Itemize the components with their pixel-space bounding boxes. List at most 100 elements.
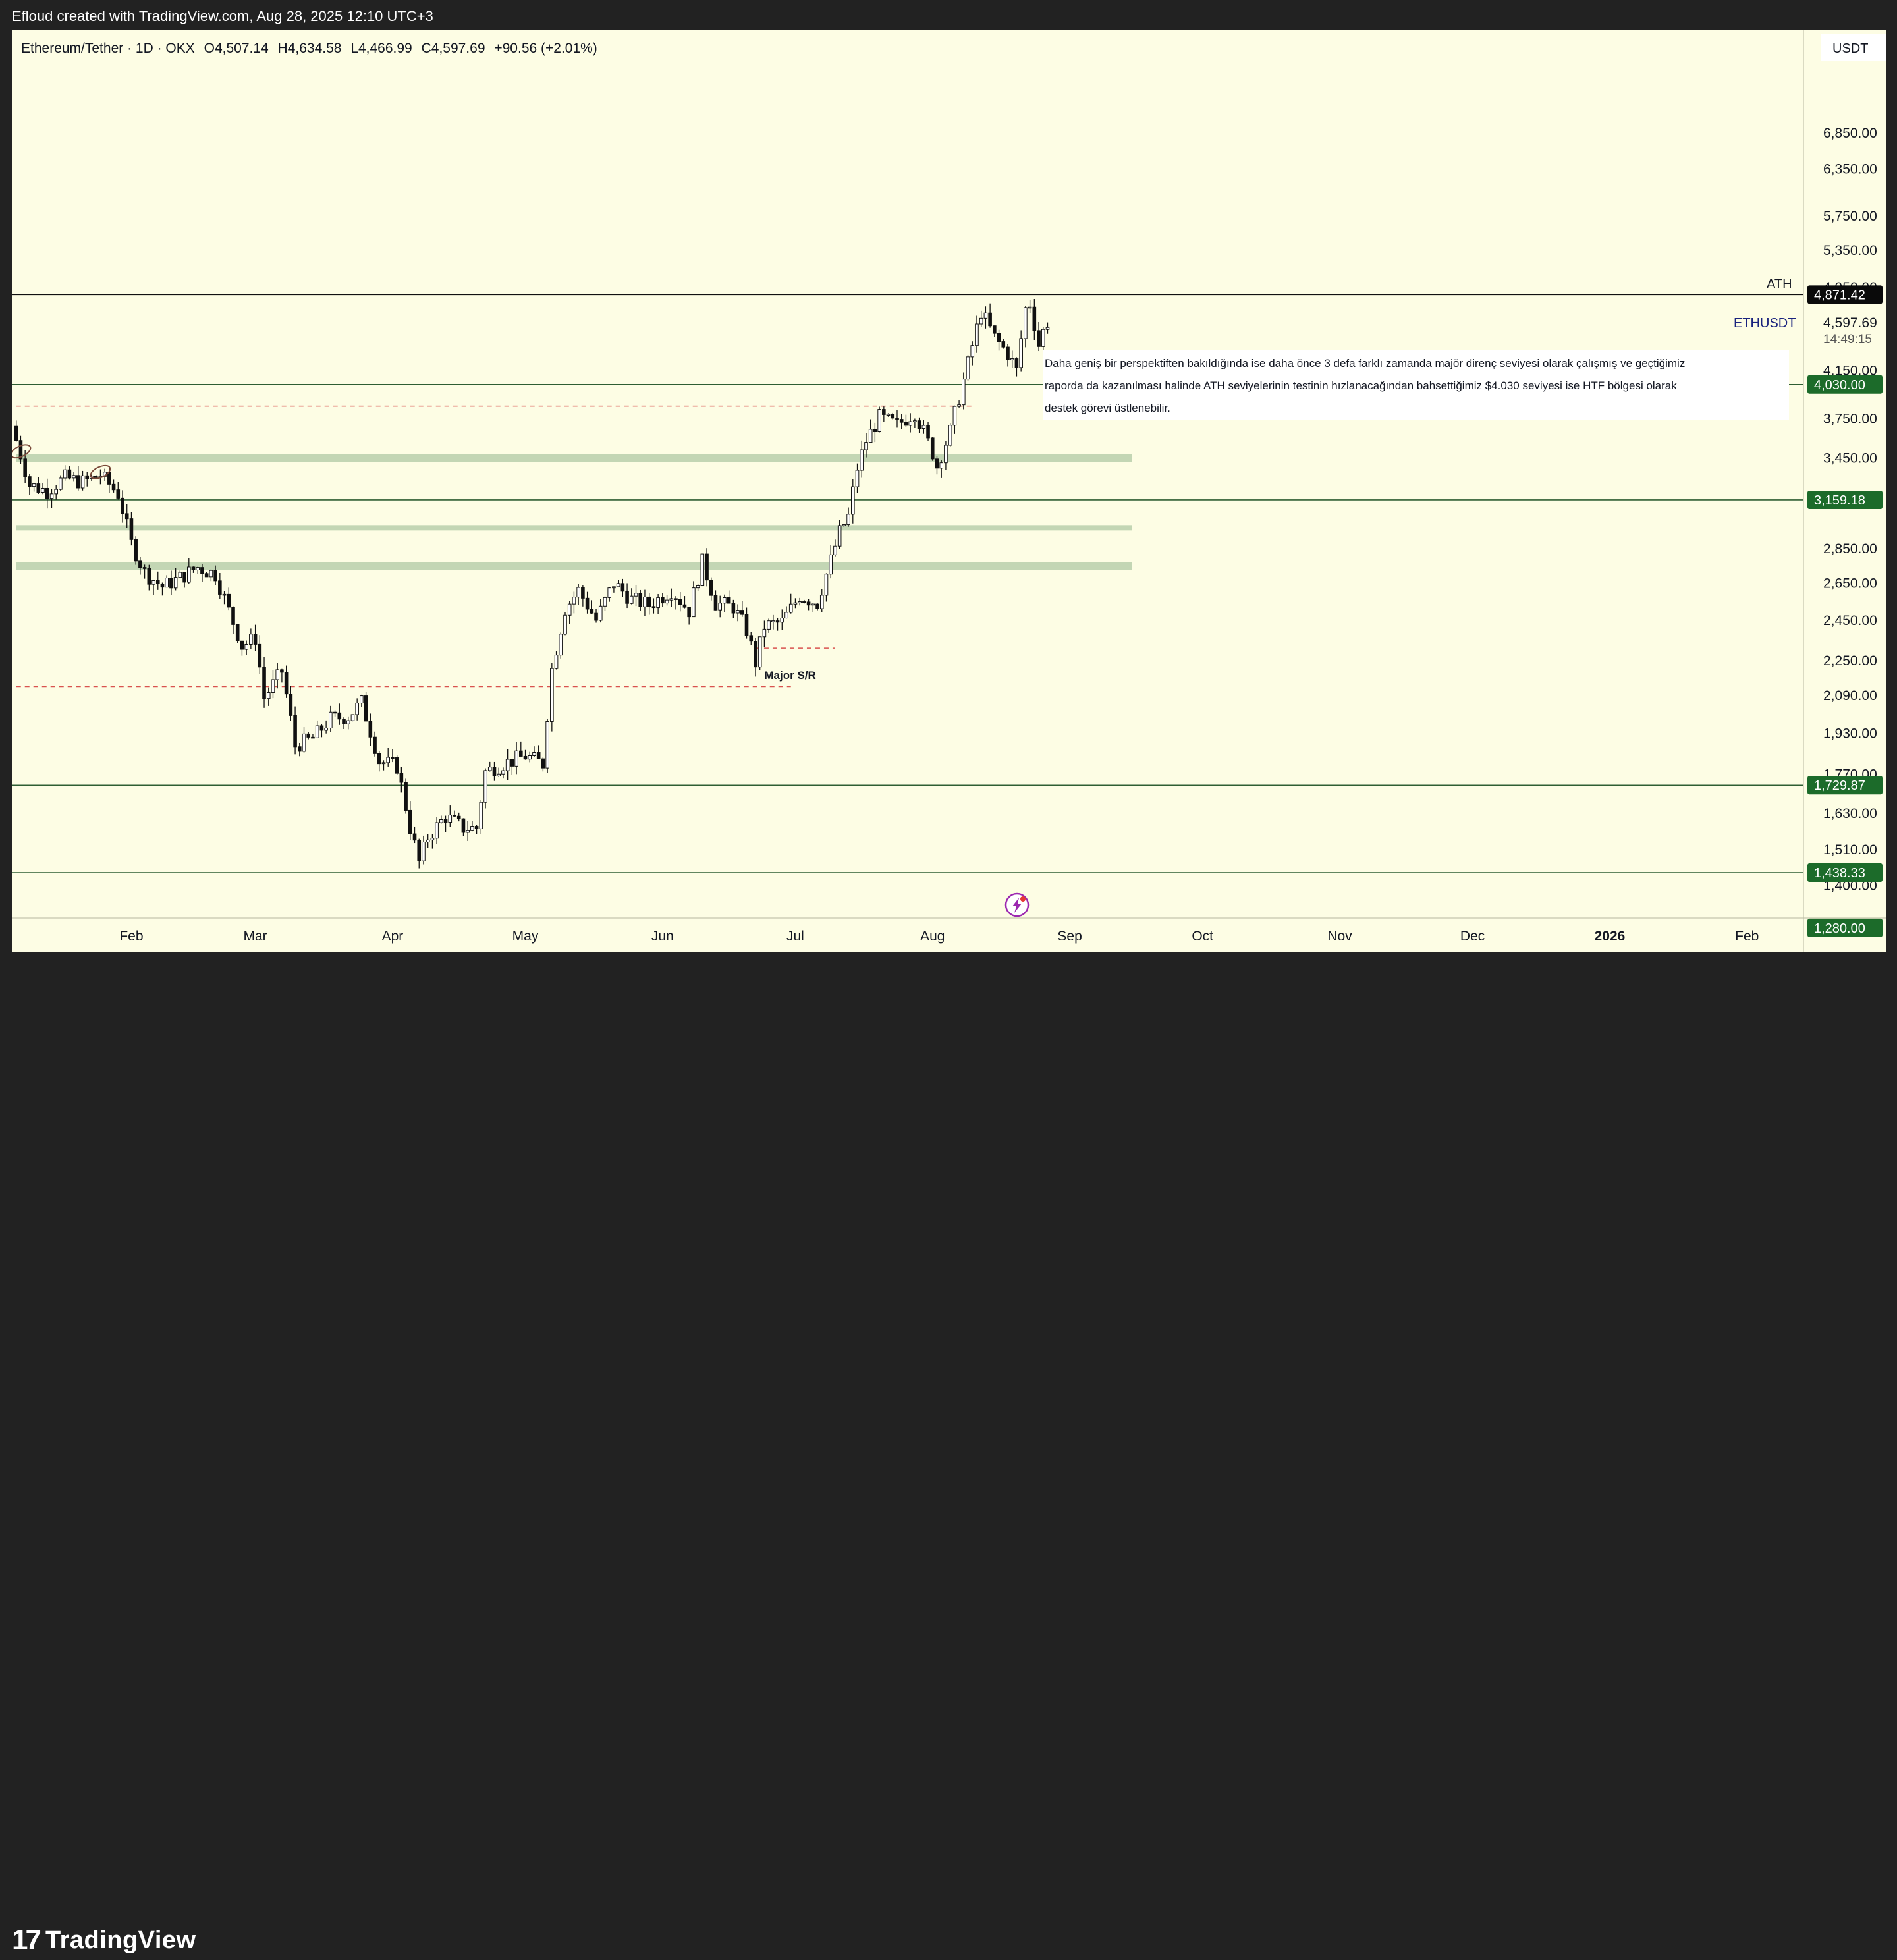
candle-body[interactable] <box>802 601 806 603</box>
candle-body[interactable] <box>235 624 240 641</box>
candle-body[interactable] <box>519 750 523 757</box>
support-zone[interactable] <box>16 525 1132 531</box>
candle-body[interactable] <box>651 606 656 609</box>
candle-body[interactable] <box>873 429 877 433</box>
candle-body[interactable] <box>554 655 559 669</box>
candle-body[interactable] <box>638 593 643 607</box>
candle-body[interactable] <box>966 356 970 380</box>
candle-body[interactable] <box>1019 338 1023 368</box>
candle-body[interactable] <box>72 475 76 479</box>
candle-body[interactable] <box>155 580 160 584</box>
candle-body[interactable] <box>1041 329 1045 347</box>
candle-body[interactable] <box>567 603 572 616</box>
candle-body[interactable] <box>908 421 912 426</box>
candle-body[interactable] <box>815 603 819 609</box>
candle-body[interactable] <box>510 759 514 767</box>
currency-box[interactable] <box>1821 34 1886 61</box>
candle-body[interactable] <box>364 695 368 722</box>
candle-body[interactable] <box>63 469 67 479</box>
candle-body[interactable] <box>41 487 45 493</box>
candle-body[interactable] <box>868 429 873 443</box>
candle-body[interactable] <box>293 715 297 748</box>
candle-body[interactable] <box>811 603 815 606</box>
candle-body[interactable] <box>718 603 723 611</box>
candle-body[interactable] <box>227 593 231 608</box>
candle-body[interactable] <box>165 578 169 588</box>
candle-body[interactable] <box>266 692 271 699</box>
candle-body[interactable] <box>634 593 638 597</box>
candle-body[interactable] <box>218 580 222 595</box>
candle-body[interactable] <box>528 755 532 760</box>
candle-body[interactable] <box>829 554 833 575</box>
candle-body[interactable] <box>121 497 124 514</box>
candle-body[interactable] <box>315 725 319 738</box>
candle-body[interactable] <box>687 607 691 618</box>
candle-body[interactable] <box>49 493 54 499</box>
candle-body[interactable] <box>244 643 248 650</box>
candle-body[interactable] <box>957 404 961 407</box>
candle-body[interactable] <box>249 634 253 645</box>
candle-body[interactable] <box>842 524 846 526</box>
candle-body[interactable] <box>939 462 944 469</box>
level-price-badge[interactable] <box>1807 863 1883 883</box>
candle-body[interactable] <box>124 513 129 520</box>
candle-body[interactable] <box>913 420 917 422</box>
candle-body[interactable] <box>134 539 138 562</box>
candle-body[interactable] <box>775 620 780 623</box>
candle-body[interactable] <box>674 598 678 600</box>
candle-body[interactable] <box>948 425 952 446</box>
candle-body[interactable] <box>917 420 921 429</box>
support-zone[interactable] <box>16 562 1132 570</box>
candle-body[interactable] <box>1028 306 1032 309</box>
candle-body[interactable] <box>182 572 186 583</box>
candle-body[interactable] <box>302 733 306 752</box>
candle-body[interactable] <box>54 489 59 495</box>
candle-body[interactable] <box>983 312 988 319</box>
candle-body[interactable] <box>594 612 598 621</box>
candle-body[interactable] <box>253 634 258 645</box>
candle-body[interactable] <box>337 712 342 720</box>
candle-body[interactable] <box>647 596 651 607</box>
candle-body[interactable] <box>736 610 740 614</box>
candle-body[interactable] <box>833 545 837 555</box>
candle-body[interactable] <box>67 469 72 479</box>
candle-body[interactable] <box>754 641 757 668</box>
candle-body[interactable] <box>545 721 549 769</box>
candle-body[interactable] <box>935 458 939 469</box>
candle-body[interactable] <box>391 757 395 759</box>
candle-body[interactable] <box>85 475 90 479</box>
candle-body[interactable] <box>173 577 178 589</box>
candle-body[interactable] <box>581 587 585 599</box>
candle-body[interactable] <box>740 610 744 615</box>
candle-body[interactable] <box>138 560 142 568</box>
candle-body[interactable] <box>532 752 536 757</box>
candle-body[interactable] <box>643 596 647 607</box>
candle-body[interactable] <box>559 634 563 656</box>
candle-body[interactable] <box>625 591 629 604</box>
candle-body[interactable] <box>864 442 868 450</box>
candle-body[interactable] <box>997 333 1001 342</box>
candle-body[interactable] <box>895 418 899 420</box>
candle-body[interactable] <box>877 409 881 433</box>
candle-body[interactable] <box>275 669 279 680</box>
candle-body[interactable] <box>196 567 200 570</box>
candle-body[interactable] <box>435 822 439 839</box>
candle-body[interactable] <box>784 612 788 619</box>
level-price-badge[interactable] <box>1807 918 1883 937</box>
candle-body[interactable] <box>487 767 492 771</box>
candle-body[interactable] <box>661 597 665 604</box>
candle-body[interactable] <box>767 620 771 630</box>
candle-body[interactable] <box>993 325 997 334</box>
candle-body[interactable] <box>501 770 505 775</box>
candle-body[interactable] <box>952 406 957 426</box>
candle-body[interactable] <box>1001 341 1006 348</box>
candle-body[interactable] <box>404 782 408 811</box>
candle-body[interactable] <box>630 595 634 604</box>
candle-body[interactable] <box>886 414 891 416</box>
candle-body[interactable] <box>780 618 784 623</box>
candle-body[interactable] <box>456 815 461 819</box>
candle-body[interactable] <box>350 714 355 721</box>
candle-body[interactable] <box>824 574 829 596</box>
candle-body[interactable] <box>713 595 718 611</box>
candle-body[interactable] <box>590 609 594 614</box>
